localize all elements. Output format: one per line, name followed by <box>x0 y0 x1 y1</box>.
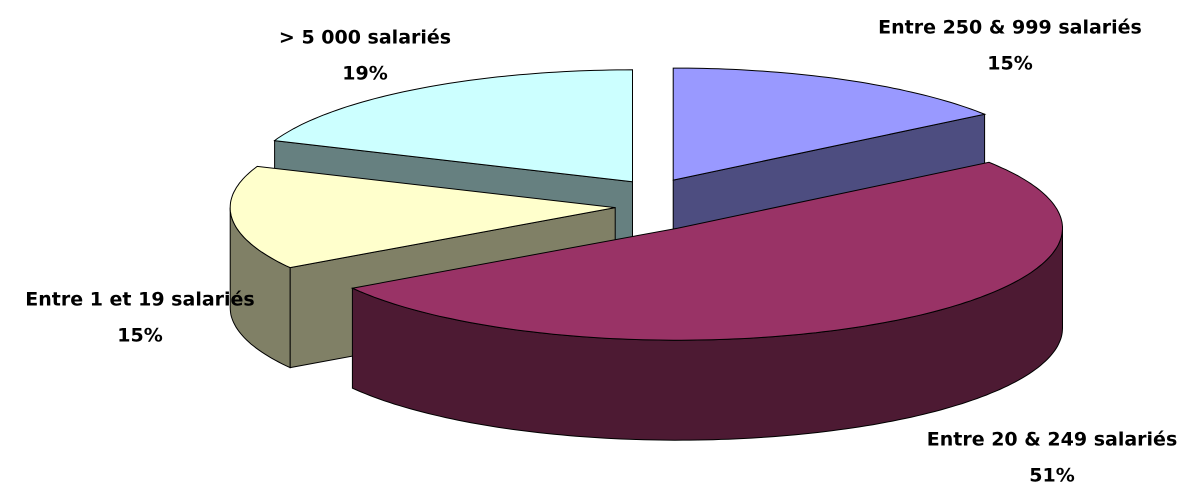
slice <box>273 69 633 183</box>
slice <box>672 67 987 181</box>
slice-label: Entre 1 et 19 salariés <box>25 289 254 311</box>
slice-label: > 5 000 salariés <box>279 27 451 49</box>
slice <box>350 161 1063 341</box>
value-label: 15% <box>117 325 162 347</box>
value-label: 15% <box>987 53 1032 75</box>
slice <box>229 165 616 269</box>
value-label: 19% <box>342 63 387 85</box>
value-label: 51% <box>1029 465 1074 486</box>
slice-label: Entre 20 & 249 salariés <box>927 429 1178 451</box>
slice-label: Entre 250 & 999 salariés <box>878 17 1142 39</box>
